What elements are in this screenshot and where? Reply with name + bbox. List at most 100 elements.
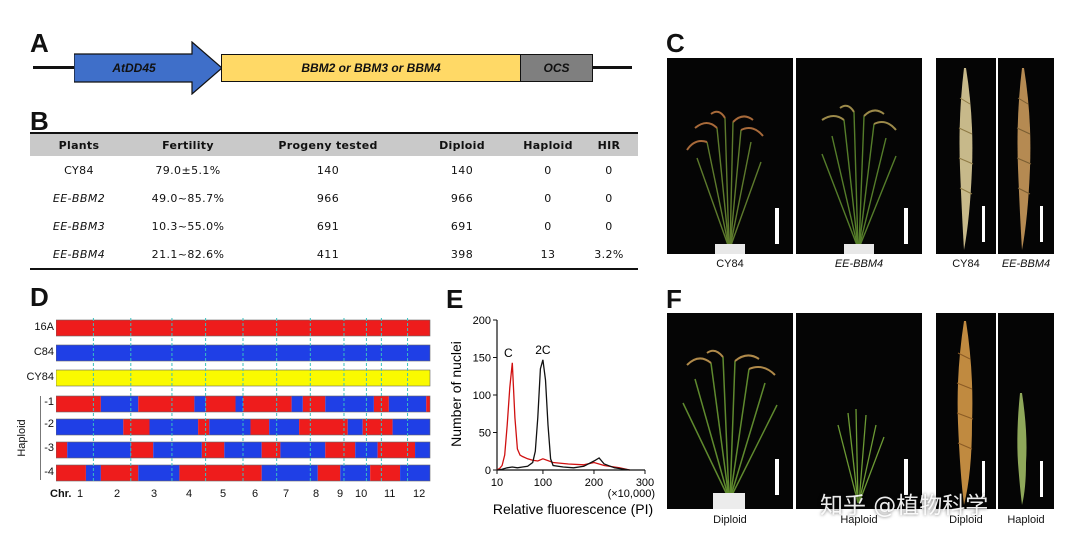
haplotype-block: [67, 442, 131, 458]
row-label-h1: -1: [44, 396, 54, 408]
series-line: [496, 362, 630, 471]
haplotype-block: [302, 396, 326, 412]
table-cell: 13: [540, 247, 556, 261]
row-label-h2: -2: [44, 418, 54, 430]
peak-label: 2C: [535, 343, 551, 357]
chr-label-10: 10: [355, 488, 368, 500]
terminator-label: OCS: [543, 61, 570, 75]
plant-drawing-haploid: [837, 408, 908, 504]
panicle-drawing-ee-bbm4: [1016, 68, 1043, 250]
y-tick-label: 0: [485, 465, 491, 477]
chr-label-2: 2: [114, 488, 121, 500]
promoter-arrow: [74, 41, 223, 95]
table-cell: EE-BBM4: [52, 247, 106, 261]
haplotype-block: [243, 396, 292, 412]
x-tick-label: 100: [534, 477, 552, 489]
y-tick-label: 150: [473, 353, 491, 365]
table-cell: 0: [544, 163, 552, 177]
haplotype-block: [269, 419, 300, 435]
haplotype-block: [198, 419, 210, 435]
y-tick-label: 200: [473, 315, 491, 327]
table-header-cell: Fertility: [128, 134, 248, 156]
caption-haploid: Haploid: [840, 514, 878, 526]
haplotype-block: [138, 396, 195, 412]
table-cell: 0: [605, 163, 613, 177]
plant-photo-diploid: [667, 313, 793, 509]
table-top-rule: [30, 132, 638, 134]
caption-diploid-panicle: Diploid: [949, 514, 983, 526]
x-tick-label: 10: [491, 477, 503, 489]
panicle-photo-haploid: [998, 313, 1054, 509]
haplotype-block: [400, 465, 430, 481]
table-header-cell: Diploid: [408, 134, 516, 156]
haplotype-block: [123, 419, 150, 435]
table-cell: 0: [544, 191, 552, 205]
haplotype-block: [100, 396, 139, 412]
x-tick-label: 300: [636, 477, 654, 489]
plant-drawing-diploid: [682, 349, 779, 509]
chr-label-8: 8: [313, 488, 320, 500]
haplotype-block: [149, 419, 199, 435]
table-cell: EE-BBM3: [52, 219, 106, 233]
haplotype-block: [56, 442, 68, 458]
row-label-16a: 16A: [34, 321, 54, 333]
haplotype-block: [56, 465, 86, 481]
caption-ee-bbm4-panicle: EE-BBM4: [1001, 258, 1051, 270]
fertility-table: Plants Fertility Progeny tested Diploid …: [30, 134, 638, 268]
table-header-cell: HIR: [580, 134, 638, 156]
table-row: EE-BBM3 10.3~55.0% 691 691 0 0: [30, 212, 638, 240]
haplotype-block: [325, 396, 374, 412]
chr-label-1: 1: [77, 488, 84, 500]
caption-diploid: Diploid: [713, 514, 747, 526]
panel-a-letter: A: [30, 28, 49, 58]
haplotype-block: [291, 396, 303, 412]
panicle-photo-cy84: [936, 58, 996, 254]
x-multiplier: (×10,000): [608, 488, 655, 500]
genome-map: [56, 318, 431, 483]
haplotype-block: [347, 419, 363, 435]
panicle-drawing-diploid: [956, 321, 985, 505]
plant-drawing-cy84: [686, 110, 779, 254]
table-cell: 966: [450, 191, 474, 205]
chr-label-11: 11: [384, 488, 396, 500]
table-cell: 79.0±5.1%: [155, 163, 221, 177]
panel-b-letter: B: [30, 106, 49, 136]
panicle-photo-ee-bbm4: [998, 58, 1054, 254]
haplotype-block: [362, 419, 393, 435]
genome-row-outline: [56, 395, 431, 413]
haplotype-block: [261, 442, 281, 458]
haplotype-block: [130, 442, 154, 458]
panel-c-letter: C: [666, 28, 685, 58]
table-cell: 411: [316, 247, 340, 261]
plant-photo-ee-bbm4: [796, 58, 922, 254]
peak-label: C: [504, 346, 513, 360]
y-axis-label: Number of nuclei: [448, 341, 464, 447]
table-cell: 140: [316, 163, 340, 177]
flow-cytometry-chart: Number of nuclei Relative fluorescence (…: [448, 315, 655, 517]
table-header-row: Plants Fertility Progeny tested Diploid …: [30, 134, 638, 156]
table-cell: 140: [450, 163, 474, 177]
haplotype-block: [377, 442, 416, 458]
watermark: 知乎 @植物科学: [820, 493, 989, 519]
haplotype-block: [56, 419, 124, 435]
haplotype-block: [138, 465, 180, 481]
panicle-drawing-haploid: [1017, 393, 1043, 505]
panel-e-letter: E: [446, 284, 464, 314]
haplotype-block: [415, 442, 430, 458]
chr-prefix: Chr.: [50, 488, 72, 500]
gene-segment: [221, 54, 521, 82]
terminator-segment: [520, 54, 593, 82]
row-label-cy84: CY84: [26, 371, 54, 383]
table-cell: 49.0~85.7%: [151, 191, 225, 205]
panel-f-letter: F: [666, 284, 682, 314]
haplotype-block: [426, 396, 430, 412]
table-row: EE-BBM2 49.0~85.7% 966 966 0 0: [30, 184, 638, 212]
table-cell: 398: [450, 247, 474, 261]
haplotype-block: [325, 442, 356, 458]
caption-haploid-panicle: Haploid: [1007, 514, 1045, 526]
chr-label-9: 9: [337, 488, 344, 500]
plant-drawing-ee-bbm4: [821, 104, 908, 254]
row-label-h4: -4: [44, 466, 54, 478]
haplotype-block: [209, 419, 251, 435]
chr-label-7: 7: [283, 488, 290, 500]
